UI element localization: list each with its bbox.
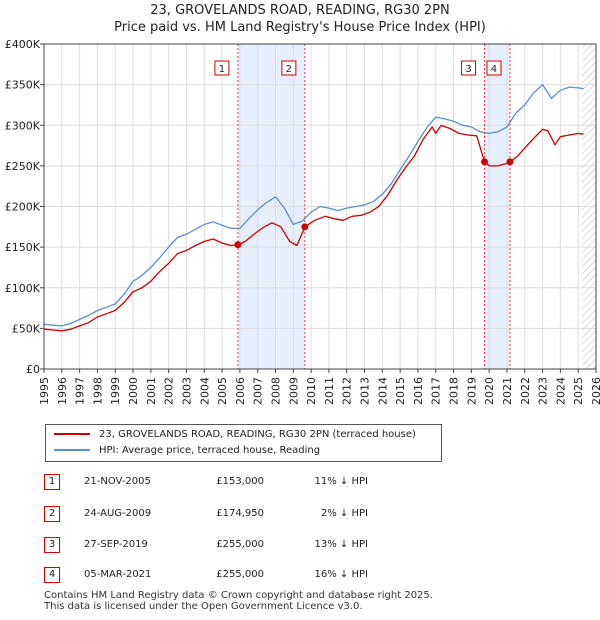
x-tick-label: 2025 bbox=[572, 377, 585, 405]
y-tick-label: £0 bbox=[26, 363, 40, 376]
sale-hpi-diff: 11% ↓ HPI bbox=[314, 476, 368, 487]
x-axis: 1995 1996 1997 1998 1999 2000 2001 2002 2003 2004… bbox=[38, 369, 600, 405]
x-tick-label: 2021 bbox=[501, 377, 514, 405]
x-tick-label: 2007 bbox=[252, 377, 265, 405]
sale-price: £255,000 bbox=[216, 539, 264, 550]
sale-date: 27-SEP-2019 bbox=[84, 539, 148, 550]
x-tick-label: 2016 bbox=[412, 377, 425, 405]
chart-title: 23, GROVELANDS ROAD, READING, RG30 2PN P… bbox=[0, 2, 600, 36]
sale-label: 4 bbox=[491, 64, 497, 75]
legend-label-hpi: HPI: Average price, terraced house, Read… bbox=[99, 445, 321, 456]
x-tick-label: 1998 bbox=[91, 377, 104, 405]
sale-number-badge: 4 bbox=[44, 567, 60, 583]
sale-hpi-diff: 2% ↓ HPI bbox=[320, 508, 368, 519]
x-tick-label: 2002 bbox=[163, 377, 176, 405]
sale-point bbox=[234, 241, 242, 249]
x-tick-label: 2010 bbox=[305, 377, 318, 405]
sale-price: £255,000 bbox=[216, 569, 264, 580]
x-tick-label: 2011 bbox=[323, 377, 336, 405]
sale-point bbox=[506, 158, 514, 166]
sale-date: 21-NOV-2005 bbox=[84, 476, 151, 487]
sale-price: £153,000 bbox=[216, 476, 264, 487]
x-tick-label: 2006 bbox=[234, 377, 247, 405]
x-tick-label: 2017 bbox=[430, 377, 443, 405]
y-axis: £0 £50K £100K £150K £200K £250K £300K £350K £400… bbox=[5, 38, 44, 376]
y-tick-label: £200K bbox=[5, 201, 41, 214]
sale-point bbox=[481, 158, 489, 166]
y-tick-label: £50K bbox=[12, 322, 41, 335]
legend-item-hpi: HPI: Average price, terraced house, Read… bbox=[54, 444, 320, 458]
footer-license: This data is licensed under the Open Gov… bbox=[44, 601, 363, 612]
y-tick-label: £400K bbox=[5, 38, 41, 51]
x-tick-label: 2012 bbox=[341, 377, 354, 405]
sale-price: £174,950 bbox=[216, 508, 264, 519]
title-line-1: 23, GROVELANDS ROAD, READING, RG30 2PN bbox=[150, 3, 450, 18]
x-tick-label: 2022 bbox=[519, 377, 532, 405]
sale-hpi-diff: 16% ↓ HPI bbox=[314, 569, 368, 580]
sale-label-box bbox=[486, 60, 502, 76]
title-line-2: Price paid vs. HM Land Registry's House … bbox=[114, 20, 486, 35]
y-tick-label: £300K bbox=[5, 119, 41, 132]
legend-swatch-property bbox=[54, 433, 90, 435]
sale-label: 3 bbox=[465, 64, 471, 75]
legend-label-property: 23, GROVELANDS ROAD, READING, RG30 2PN (… bbox=[99, 429, 416, 440]
y-tick-label: £150K bbox=[5, 241, 41, 254]
hpi-line bbox=[44, 83, 584, 327]
x-tick-label: 2000 bbox=[127, 377, 140, 405]
sale-number-badge: 1 bbox=[44, 474, 60, 490]
x-tick-label: 2005 bbox=[216, 377, 229, 405]
sale-number-badge: 2 bbox=[44, 506, 60, 522]
x-tick-label: 2004 bbox=[198, 377, 211, 405]
x-tick-label: 2003 bbox=[180, 377, 193, 405]
price-chart: 1 2 3 4 £0 £50K £100K £150K £200K £250K £300K £350… bbox=[5, 38, 600, 405]
y-tick-label: £250K bbox=[5, 160, 41, 173]
footer-copyright: Contains HM Land Registry data © Crown c… bbox=[44, 590, 433, 601]
sale-label-box bbox=[461, 60, 477, 76]
x-tick-label: 2023 bbox=[537, 377, 550, 405]
x-tick-label: 2026 bbox=[590, 377, 600, 405]
sale-markers: 1 2 3 4 bbox=[214, 44, 514, 369]
x-tick-label: 1999 bbox=[109, 377, 122, 405]
sale-label-box bbox=[281, 60, 297, 76]
x-tick-label: 2008 bbox=[269, 377, 282, 405]
y-tick-label: £100K bbox=[5, 282, 41, 295]
footer: Contains HM Land Registry data © Crown c… bbox=[44, 590, 433, 612]
x-tick-label: 1995 bbox=[38, 377, 51, 405]
x-tick-label: 2001 bbox=[145, 377, 158, 405]
sale-point bbox=[301, 223, 309, 231]
legend-swatch-hpi bbox=[54, 449, 90, 451]
sale-number-badge: 3 bbox=[44, 537, 60, 553]
x-tick-label: 2014 bbox=[376, 377, 389, 405]
x-tick-label: 2009 bbox=[287, 377, 300, 405]
legend: 23, GROVELANDS ROAD, READING, RG30 2PN (… bbox=[45, 424, 442, 462]
x-tick-label: 2019 bbox=[465, 377, 478, 405]
sale-label: 1 bbox=[219, 64, 225, 75]
x-tick-label: 2020 bbox=[483, 377, 496, 405]
x-tick-label: 2018 bbox=[448, 377, 461, 405]
y-tick-label: £350K bbox=[5, 79, 41, 92]
x-tick-label: 2015 bbox=[394, 377, 407, 405]
x-tick-label: 2024 bbox=[554, 377, 567, 405]
sale-date: 24-AUG-2009 bbox=[84, 508, 152, 519]
x-tick-label: 1996 bbox=[56, 377, 69, 405]
sale-hpi-diff: 13% ↓ HPI bbox=[314, 539, 368, 550]
sale-date: 05-MAR-2021 bbox=[84, 569, 152, 580]
legend-item-property: 23, GROVELANDS ROAD, READING, RG30 2PN (… bbox=[54, 428, 416, 442]
sale-label-box bbox=[214, 60, 230, 76]
sale-label: 2 bbox=[286, 64, 292, 75]
x-tick-label: 2013 bbox=[359, 377, 372, 405]
x-tick-label: 1997 bbox=[74, 377, 87, 405]
